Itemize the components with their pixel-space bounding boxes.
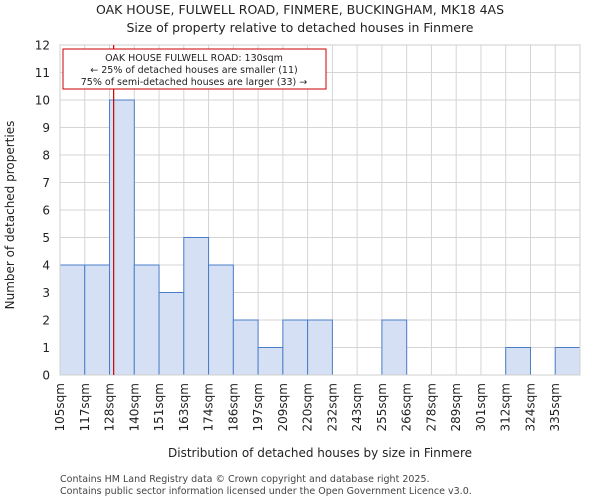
bar-255sqm <box>381 319 408 376</box>
y-tick-label: 3 <box>42 286 50 300</box>
y-tick-label: 12 <box>35 39 50 53</box>
chart-subtitle: Size of property relative to detached ho… <box>126 20 473 35</box>
y-tick-label: 4 <box>42 259 50 273</box>
y-tick-label: 0 <box>42 369 50 383</box>
y-tick-label: 9 <box>42 121 50 135</box>
x-tick-label: 151sqm <box>152 383 166 431</box>
x-tick-label: 140sqm <box>127 383 141 431</box>
bar-140sqm <box>133 264 160 376</box>
y-tick-label: 8 <box>42 149 50 163</box>
annotation-line-2: ← 25% of detached houses are smaller (11… <box>90 65 297 76</box>
x-tick-label: 128sqm <box>103 383 117 431</box>
footer-line-2: Contains public sector information licen… <box>60 486 472 497</box>
x-axis-label: Distribution of detached houses by size … <box>168 446 472 460</box>
x-tick-label: 105sqm <box>53 383 67 431</box>
x-axis-ticks: 105sqm 117sqm 128sqm 140sqm 151sqm 163sqm 174s… <box>53 383 562 431</box>
x-tick-label: 243sqm <box>350 383 364 431</box>
x-tick-label: 289sqm <box>449 383 463 431</box>
x-tick-label: 197sqm <box>251 383 265 431</box>
annotation-box: OAK HOUSE FULWELL ROAD: 130sqm ← 25% of … <box>62 48 327 90</box>
x-tick-label: 312sqm <box>499 383 513 431</box>
x-tick-label: 266sqm <box>400 383 414 431</box>
annotation-line-1: OAK HOUSE FULWELL ROAD: 130sqm <box>105 53 283 64</box>
x-tick-label: 220sqm <box>301 383 315 431</box>
y-tick-label: 5 <box>42 231 50 245</box>
y-axis-label: Number of detached properties <box>3 121 17 310</box>
x-tick-label: 335sqm <box>548 383 562 431</box>
bar-312sqm <box>505 347 531 376</box>
y-tick-label: 7 <box>42 176 50 190</box>
x-tick-label: 255sqm <box>375 383 389 431</box>
annotation-line-3: 75% of semi-detached houses are larger (… <box>81 77 308 88</box>
y-tick-label: 6 <box>42 204 50 218</box>
x-tick-label: 163sqm <box>177 383 191 431</box>
x-tick-label: 324sqm <box>523 383 537 431</box>
bar-186sqm <box>232 319 259 376</box>
y-tick-label: 2 <box>42 314 50 328</box>
x-tick-label: 174sqm <box>202 383 216 431</box>
x-tick-label: 278sqm <box>424 383 438 431</box>
y-tick-label: 1 <box>42 341 50 355</box>
chart-title: OAK HOUSE, FULWELL ROAD, FINMERE, BUCKIN… <box>96 2 504 17</box>
x-tick-label: 186sqm <box>226 383 240 431</box>
plot-frame <box>59 44 581 376</box>
y-tick-label: 11 <box>35 66 50 80</box>
x-tick-label: 117sqm <box>78 383 92 431</box>
bars <box>59 99 581 376</box>
x-tick-label: 232sqm <box>325 383 339 431</box>
x-tick-label: 301sqm <box>474 383 488 431</box>
footer-line-1: Contains HM Land Registry data © Crown c… <box>60 474 430 485</box>
bar-174sqm <box>208 264 234 376</box>
bar-197sqm <box>257 347 284 376</box>
bar-220sqm <box>307 319 333 376</box>
bar-209sqm <box>282 319 309 376</box>
bar-105sqm <box>59 264 86 376</box>
bar-163sqm <box>183 237 210 376</box>
bar-151sqm <box>158 292 185 376</box>
y-tick-label: 10 <box>35 94 50 108</box>
bar-117sqm <box>84 264 111 376</box>
bar-335sqm <box>554 347 581 376</box>
x-tick-label: 209sqm <box>276 383 290 431</box>
